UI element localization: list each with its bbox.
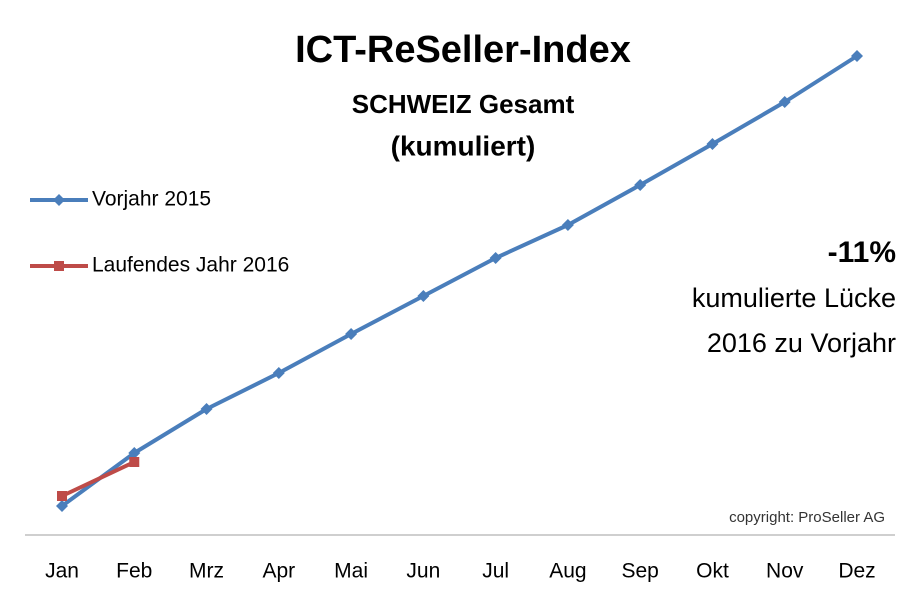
x-tick-label: Apr (262, 560, 295, 583)
x-tick-label: Nov (766, 560, 804, 583)
marker (706, 138, 719, 150)
chart-subtitle: (kumuliert) (391, 130, 536, 161)
series-line (61, 460, 136, 498)
marker (200, 403, 213, 415)
x-tick-label: Jan (45, 560, 79, 583)
x-tick-label: Mrz (189, 560, 224, 583)
x-tick-label: Aug (549, 560, 586, 583)
marker (489, 252, 502, 264)
x-tick-label: Feb (116, 560, 152, 583)
x-tick-label: Mai (334, 560, 368, 583)
marker (634, 179, 647, 191)
series-line (60, 54, 859, 508)
marker (272, 367, 285, 379)
legend-marker (54, 261, 64, 271)
marker (129, 457, 140, 467)
marker (57, 491, 67, 501)
x-tick-label: Sep (621, 560, 658, 583)
x-tick-label: Dez (838, 560, 875, 583)
legend-label: Laufendes Jahr 2016 (92, 254, 289, 277)
annotation: -11% (828, 236, 896, 269)
marker (851, 50, 863, 62)
legend-label: Vorjahr 2015 (92, 188, 211, 211)
annotation: kumulierte Lücke (692, 283, 896, 313)
copyright: copyright: ProSeller AG (729, 509, 885, 526)
x-tick-label: Jun (406, 560, 440, 583)
x-tick-label: Okt (696, 560, 729, 583)
legend-marker (53, 194, 65, 206)
marker (778, 96, 791, 108)
marker (56, 500, 68, 512)
x-tick-label: Jul (482, 560, 509, 583)
marker (417, 290, 430, 302)
annotation: 2016 zu Vorjahr (707, 328, 896, 358)
marker (561, 219, 574, 231)
marker (128, 447, 141, 459)
chart-subtitle: SCHWEIZ Gesamt (352, 89, 575, 119)
chart-title: ICT-ReSeller-Index (295, 29, 631, 71)
marker (345, 328, 358, 340)
